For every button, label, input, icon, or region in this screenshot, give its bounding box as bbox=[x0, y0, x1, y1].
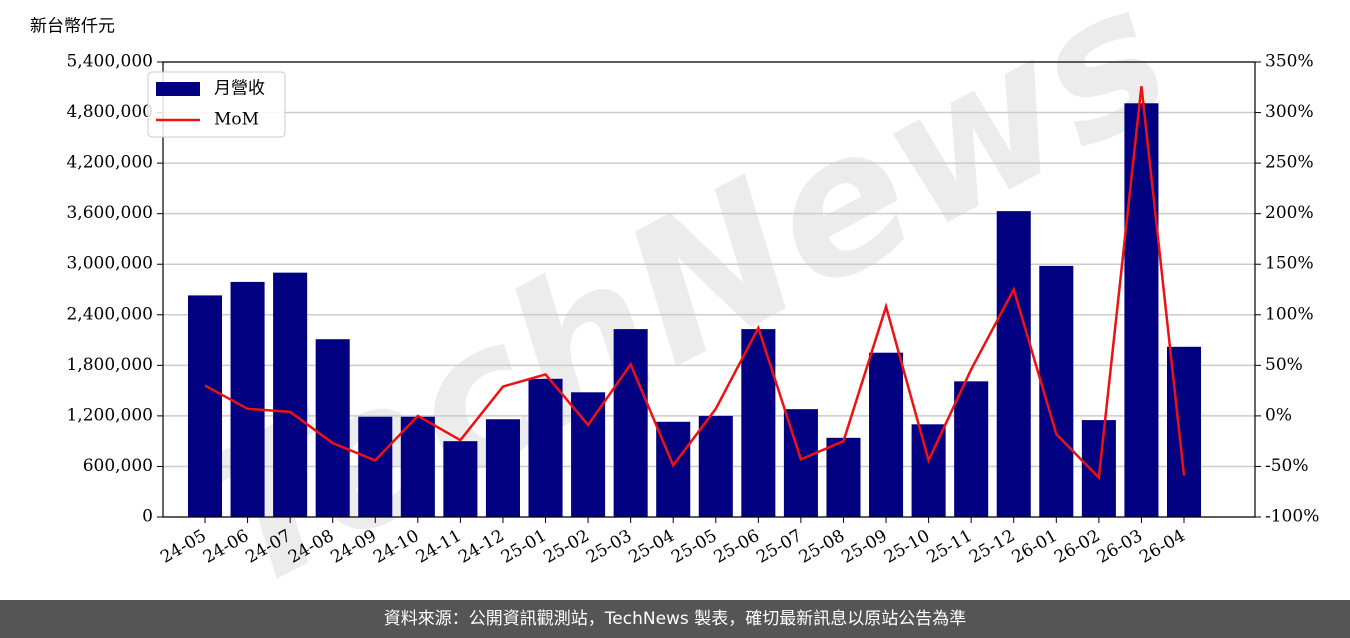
x-tick-label: 25-03 bbox=[583, 526, 635, 568]
y-tick-label: 2,400,000 bbox=[66, 304, 153, 324]
x-tick-label: 25-09 bbox=[838, 526, 890, 568]
y-tick-label: 5,400,000 bbox=[66, 52, 153, 72]
legend-label: 月營收 bbox=[214, 79, 265, 99]
y-tick-label: 3,000,000 bbox=[66, 254, 153, 274]
y-tick-label: 1,800,000 bbox=[66, 355, 153, 375]
bar bbox=[528, 378, 563, 517]
x-tick-label: 25-02 bbox=[540, 526, 592, 568]
x-tick-label: 25-01 bbox=[498, 526, 550, 568]
x-tick-label: 25-08 bbox=[796, 526, 848, 568]
y2-tick-label: -50% bbox=[1265, 456, 1309, 476]
x-tick-label: 26-01 bbox=[1009, 526, 1061, 568]
x-tick-label: 25-11 bbox=[923, 526, 975, 568]
x-tick-label: 26-04 bbox=[1136, 526, 1188, 568]
y2-tick-label: 150% bbox=[1265, 254, 1314, 274]
bar bbox=[315, 339, 350, 517]
legend-swatch bbox=[156, 82, 200, 96]
bar bbox=[954, 381, 989, 517]
bar bbox=[230, 281, 265, 517]
x-tick-label: 26-03 bbox=[1094, 526, 1146, 568]
y2-tick-label: -100% bbox=[1265, 507, 1319, 527]
y2-tick-label: 100% bbox=[1265, 304, 1314, 324]
y2-tick-label: 50% bbox=[1265, 355, 1303, 375]
y-tick-label: 1,200,000 bbox=[66, 405, 153, 425]
y-tick-label: 4,200,000 bbox=[66, 153, 153, 173]
mom-line bbox=[204, 86, 1186, 481]
y-tick-label: 0 bbox=[142, 507, 153, 527]
y-tick-label: 600,000 bbox=[83, 456, 153, 476]
chart: 新台幣仟元 TechNews0600,0001,200,0001,800,000… bbox=[30, 0, 1319, 600]
bar bbox=[187, 295, 223, 517]
bar bbox=[826, 437, 861, 517]
bar bbox=[1124, 103, 1159, 517]
y2-tick-label: 0% bbox=[1265, 405, 1292, 425]
x-tick-label: 25-10 bbox=[881, 526, 933, 568]
bar bbox=[911, 424, 946, 517]
y2-tick-label: 300% bbox=[1265, 102, 1314, 122]
x-tick-label: 24-12 bbox=[455, 526, 507, 568]
y2-tick-label: 200% bbox=[1265, 203, 1314, 223]
bar bbox=[698, 415, 733, 517]
x-tick-label: 25-12 bbox=[966, 526, 1018, 568]
bar bbox=[443, 441, 478, 517]
y-axis-label: 新台幣仟元 bbox=[30, 17, 115, 37]
bar bbox=[400, 416, 435, 517]
x-tick-label: 26-02 bbox=[1051, 526, 1103, 568]
bar bbox=[869, 352, 904, 517]
y2-tick-label: 350% bbox=[1265, 52, 1314, 72]
bar bbox=[485, 419, 520, 517]
x-tick-label: 25-04 bbox=[626, 526, 678, 568]
plot-frame bbox=[162, 61, 1256, 518]
bar bbox=[613, 329, 648, 517]
y2-tick-label: 250% bbox=[1265, 153, 1314, 173]
bar bbox=[273, 272, 308, 517]
bar bbox=[741, 329, 776, 517]
bar bbox=[996, 211, 1031, 517]
legend-label: MoM bbox=[214, 110, 259, 130]
x-tick-label: 25-06 bbox=[711, 526, 763, 568]
y-tick-label: 3,600,000 bbox=[66, 203, 153, 223]
source-footer: 資料來源：公開資訊觀測站，TechNews 製表，確切最新訊息以原站公告為準 bbox=[0, 600, 1350, 638]
x-tick-label: 25-07 bbox=[753, 526, 805, 568]
x-tick-label: 24-05 bbox=[157, 526, 209, 568]
bar bbox=[358, 416, 393, 517]
x-tick-label: 25-05 bbox=[668, 526, 720, 568]
y-tick-label: 4,800,000 bbox=[66, 102, 153, 122]
